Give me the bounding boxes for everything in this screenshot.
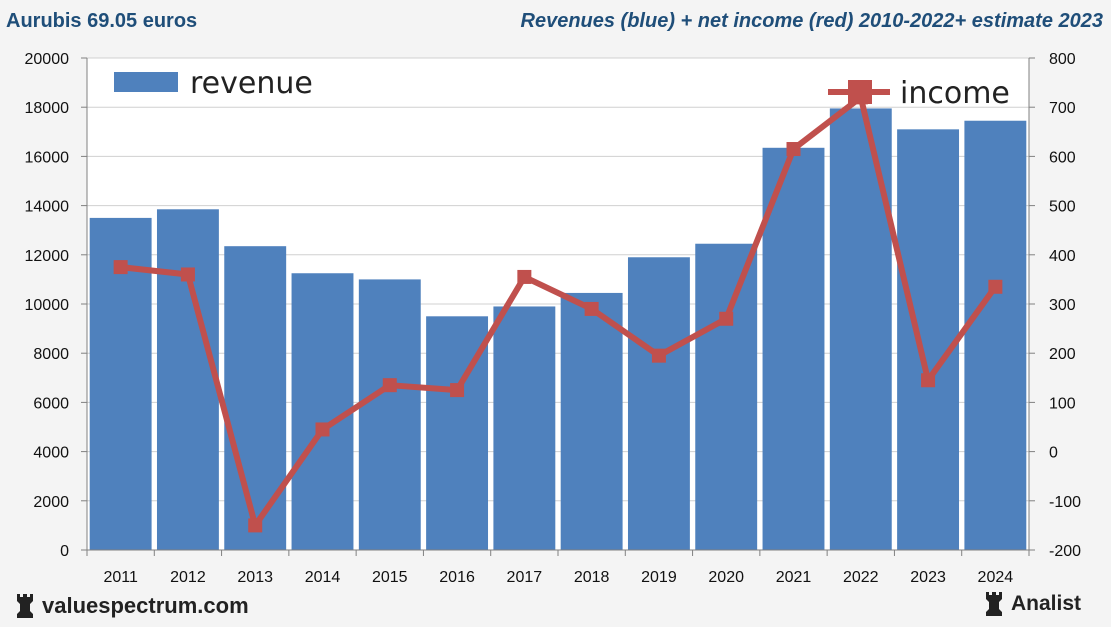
y-right-tick-label: -100 [1049,494,1081,511]
y-left-tick-label: 12000 [25,248,70,265]
income-point [988,279,1003,294]
income-point [248,518,263,533]
y-left-tick-label: 14000 [25,199,70,216]
revenue-bar [762,147,825,551]
y-right-tick-label: 600 [1049,149,1076,166]
x-tick-label: 2023 [910,569,946,586]
y-left-tick-label: 10000 [25,297,70,314]
y-left-tick-label: 16000 [25,149,70,166]
y-left-tick-label: 20000 [25,51,70,68]
revenue-bar [560,292,623,550]
y-right-tick-label: 700 [1049,100,1076,117]
legend: revenue income [114,66,1010,111]
income-point [180,267,195,282]
x-tick-label: 2017 [507,569,543,586]
stock-title: Aurubis 69.05 euros [6,10,198,32]
income-point [584,301,599,316]
x-tick-label: 2020 [708,569,744,586]
chart-title: Revenues (blue) + net income (red) 2010-… [520,10,1104,32]
income-point [382,378,397,393]
y-right-tick-label: 0 [1049,445,1058,462]
x-tick-label: 2013 [237,569,273,586]
income-point [719,311,734,326]
legend-income-marker [848,80,872,104]
y-left-tick-label: 4000 [33,445,69,462]
y-right-tick-label: 500 [1049,199,1076,216]
rook-icon [17,594,33,618]
income-point [517,269,532,284]
y-right-tick-label: 200 [1049,346,1076,363]
rook-icon [985,592,1002,616]
revenue-bar [291,273,354,550]
revenue-bar [627,257,690,550]
y-left-tick-label: 6000 [33,395,69,412]
revenue-bar [829,108,892,551]
income-point [651,348,666,363]
footer-site: valuespectrum.com [14,593,249,619]
revenue-bar [964,120,1027,550]
revenue-bar [156,209,219,551]
x-tick-label: 2018 [574,569,610,586]
y-right-tick-label: 100 [1049,395,1076,412]
y-left-tick-label: 2000 [33,494,69,511]
x-tick-label: 2012 [170,569,206,586]
y-right-tick-label: 800 [1049,51,1076,68]
x-tick-label: 2015 [372,569,408,586]
axes: 2000018000160001400012000100008000600040… [25,51,1082,586]
revenue-bars [89,108,1027,551]
x-tick-label: 2019 [641,569,677,586]
legend-revenue-label: revenue [190,66,313,101]
x-tick-label: 2024 [978,569,1014,586]
income-series-line [120,94,998,529]
x-tick-label: 2011 [103,569,138,586]
legend-revenue-swatch [114,72,178,92]
x-tick-label: 2021 [776,569,812,586]
income-point [786,142,801,157]
revenue-bar [358,279,421,550]
brand-label: Analist [1010,592,1081,615]
revenue-bar [224,246,287,550]
revenue-bar [897,129,960,550]
legend-income-label: income [900,76,1010,111]
y-right-tick-label: 300 [1049,297,1076,314]
income-point [921,373,936,388]
y-left-tick-label: 18000 [25,100,70,117]
y-left-tick-label: 8000 [33,346,69,363]
y-right-tick-label: -200 [1049,543,1081,560]
y-right-tick-label: 400 [1049,248,1076,265]
x-tick-label: 2022 [843,569,879,586]
combo-chart: 2000018000160001400012000100008000600040… [25,51,1082,586]
site-label: valuespectrum.com [42,593,249,618]
income-point [450,383,465,398]
revenue-bar [695,243,758,551]
x-tick-label: 2016 [439,569,475,586]
x-tick-label: 2014 [305,569,341,586]
income-point [113,260,128,275]
income-point [315,422,330,437]
y-left-tick-label: 0 [60,543,69,560]
footer-brand: Analist [983,592,1081,616]
revenue-bar [493,306,556,550]
